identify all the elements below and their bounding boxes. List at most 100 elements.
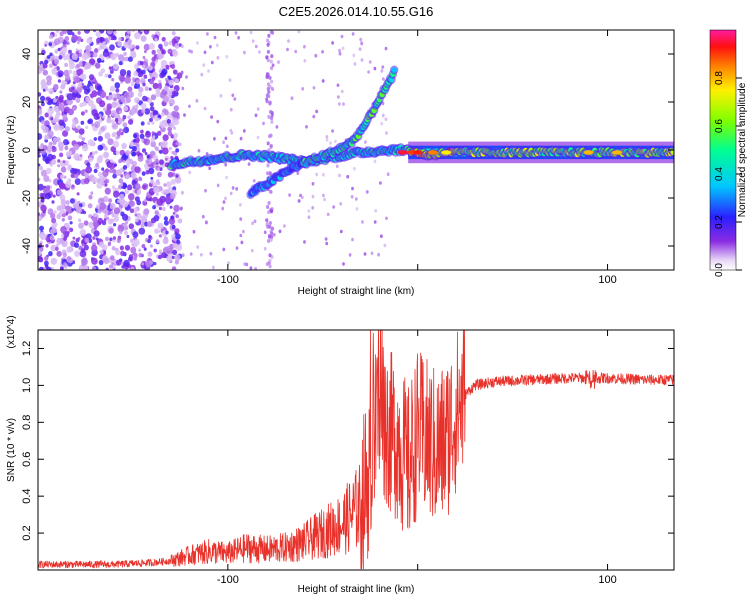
spectrogram-noise-cell bbox=[133, 70, 139, 77]
spectrogram-noise-cell bbox=[98, 71, 103, 77]
spectrogram-noise-cell bbox=[94, 81, 98, 85]
spectrogram-noise-cell bbox=[138, 86, 144, 93]
spectrogram-noise-cell bbox=[137, 155, 144, 162]
spectrogram-noise-cell bbox=[267, 201, 271, 205]
spectrogram-noise-cell bbox=[93, 212, 97, 218]
spectrogram-noise-cell bbox=[346, 174, 350, 179]
spectrogram-noise-cell bbox=[81, 52, 89, 61]
spectrogram-noise-cell bbox=[277, 60, 280, 64]
spectrogram-noise-cell bbox=[38, 183, 44, 191]
spectrogram-noise-cell bbox=[270, 87, 275, 91]
snr-y-tick-label: 1.2 bbox=[21, 341, 33, 356]
spectrogram-noise-cell bbox=[224, 162, 228, 167]
spectrogram-noise-cell bbox=[51, 200, 55, 204]
spectrogram-noise-cell bbox=[212, 265, 215, 270]
spectrogram-noise-cell bbox=[243, 50, 246, 55]
spectrogram-noise-cell bbox=[379, 181, 382, 185]
spectrogram-noise-cell bbox=[73, 143, 80, 151]
spectrogram-noise-cell bbox=[42, 69, 48, 76]
spectrogram-noise-cell bbox=[100, 126, 105, 131]
spectrogram-noise-cell bbox=[38, 163, 41, 167]
spectrogram-noise-cell bbox=[385, 131, 388, 135]
spectrogram-noise-cell bbox=[85, 45, 92, 53]
spectrogram-noise-cell bbox=[38, 249, 42, 257]
spectrogram-noise-cell bbox=[173, 118, 180, 126]
snr-y-axis-label: SNR (10 * v/v) bbox=[6, 418, 17, 482]
spectrogram-noise-cell bbox=[358, 47, 362, 51]
spectrogram-noise-cell bbox=[119, 76, 126, 83]
spectrogram-noise-cell bbox=[141, 171, 146, 176]
spectrogram-noise-cell bbox=[40, 63, 44, 68]
spectrogram-noise-cell bbox=[123, 105, 129, 112]
spectrogram-noise-cell bbox=[247, 162, 251, 166]
spectrogram-noise-cell bbox=[53, 210, 57, 214]
spectrogram-noise-cell bbox=[48, 251, 53, 257]
spectrogram-noise-cell bbox=[131, 145, 137, 152]
spectrogram-noise-cell bbox=[56, 189, 62, 196]
spectrogram-noise-cell bbox=[268, 101, 272, 106]
spectrogram-noise-cell bbox=[270, 231, 274, 236]
spectrogram-noise-cell bbox=[65, 200, 70, 205]
spectrogram-noise-cell bbox=[71, 184, 75, 188]
spectrogram-noise-cell bbox=[136, 68, 141, 73]
spectrogram-noise-cell bbox=[161, 49, 167, 55]
spectrogram-noise-cell bbox=[136, 189, 140, 194]
spectrogram-noise-cell bbox=[225, 175, 229, 180]
spectrogram-noise-cell bbox=[252, 179, 256, 183]
spectrogram-noise-cell bbox=[38, 154, 41, 158]
spectrogram-noise-cell bbox=[286, 47, 289, 52]
spectrogram-noise-cell bbox=[173, 132, 178, 138]
spectrogram-noise-cell bbox=[222, 247, 226, 252]
spectrogram-noise-cell bbox=[151, 131, 155, 135]
spectrogram-noise-cell bbox=[172, 249, 178, 256]
spectrogram-noise-cell bbox=[151, 121, 155, 125]
spectrogram-noise-cell bbox=[114, 113, 120, 120]
spectrogram-noise-cell bbox=[153, 186, 160, 194]
spectrogram-noise-cell bbox=[81, 258, 88, 266]
spectrogram-noise-cell bbox=[283, 224, 286, 228]
spectrogram-noise-cell bbox=[380, 121, 384, 126]
spectrogram-noise-cell bbox=[63, 69, 70, 77]
spectrogram-noise-cell bbox=[300, 195, 304, 200]
spectrogram-noise-cell bbox=[141, 262, 145, 266]
spectrogram-noise-cell bbox=[181, 253, 185, 257]
spectrogram-noise-cell bbox=[134, 213, 138, 217]
spectrogram-noise-cell bbox=[72, 236, 76, 240]
spectrogram-noise-cell bbox=[54, 49, 59, 54]
spectrogram-noise-cell bbox=[364, 140, 367, 144]
spectrogram-noise-cell bbox=[175, 233, 181, 240]
spectrogram-noise-cell bbox=[126, 174, 130, 179]
spectrogram-noise-cell bbox=[112, 236, 116, 240]
spectrogram-noise-cell bbox=[161, 112, 165, 117]
spectrogram-noise-cell bbox=[116, 259, 122, 266]
spectrogram-noise-cell bbox=[132, 231, 139, 238]
spectrogram-noise-cell bbox=[144, 86, 149, 92]
spectrogram-noise-cell bbox=[58, 55, 63, 60]
spectrogram-noise-cell bbox=[50, 228, 55, 235]
spectrogram-noise-cell bbox=[275, 125, 279, 129]
spectrogram-noise-cell bbox=[269, 189, 273, 194]
spectrogram-noise-cell bbox=[157, 130, 162, 136]
spectrogram-noise-cell bbox=[265, 55, 269, 60]
spectrogram-noise-cell bbox=[155, 239, 160, 244]
spectrogram-noise-cell bbox=[254, 44, 258, 49]
spectrogram-noise-cell bbox=[266, 42, 270, 47]
spectrogram-noise-cell bbox=[76, 85, 83, 93]
spectrogram-noise-cell bbox=[266, 49, 270, 54]
spectrogram-noise-cell bbox=[76, 192, 80, 196]
spectrogram-noise-cell bbox=[270, 79, 274, 84]
spectrogram-noise-cell bbox=[49, 63, 53, 68]
spectrogram-noise-cell bbox=[169, 193, 176, 200]
spectrogram-noise-cell bbox=[63, 139, 69, 146]
spectrogram-noise-cell bbox=[72, 168, 78, 175]
spectrogram-noise-cell bbox=[111, 213, 115, 218]
spectrogram-noise-cell bbox=[171, 255, 175, 260]
spectrogram-noise-cell bbox=[337, 95, 340, 99]
spectrogram-noise-cell bbox=[124, 76, 131, 84]
spectrogram-noise-cell bbox=[249, 30, 253, 35]
spectrogram-noise-cell bbox=[175, 148, 180, 153]
spectrogram-noise-cell bbox=[322, 172, 325, 177]
spectrogram-noise-cell bbox=[119, 110, 122, 114]
spectrogram-noise-cell bbox=[144, 163, 148, 168]
spectrogram-noise-cell bbox=[80, 111, 85, 116]
